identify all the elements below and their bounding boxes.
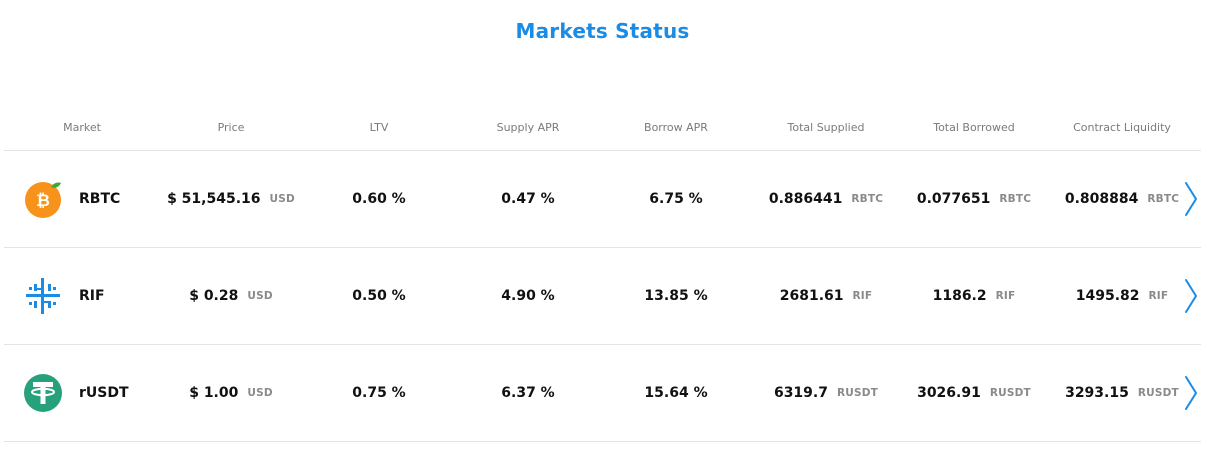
chevron-right-icon[interactable] bbox=[1183, 181, 1199, 217]
liquidity-value: 3293.15 bbox=[1065, 385, 1129, 401]
total-supplied-value: 0.886441 bbox=[768, 191, 843, 207]
total-borrowed-unit: RBTC bbox=[999, 193, 1032, 205]
market-cell: rUSDT bbox=[4, 345, 154, 441]
market-name: RBTC bbox=[79, 191, 121, 207]
ltv-value: 0.50 % bbox=[352, 288, 406, 304]
price-value: $ 1.00 bbox=[189, 385, 239, 401]
market-name: RIF bbox=[79, 288, 105, 304]
total-borrowed-value: 1186.2 bbox=[932, 288, 987, 304]
rif-icon bbox=[26, 278, 60, 314]
price-value: $ 51,545.16 bbox=[167, 191, 261, 207]
liquidity-cell: 3293.15 RUSDT bbox=[1046, 345, 1198, 441]
total-borrowed-cell: 0.077651 RBTC bbox=[900, 151, 1048, 247]
column-header-price: Price bbox=[217, 120, 245, 134]
price-value: $ 0.28 bbox=[189, 288, 239, 304]
liquidity-value: 0.808884 bbox=[1064, 191, 1139, 207]
total-borrowed-cell: 1186.2 RIF bbox=[900, 248, 1048, 344]
tether-icon bbox=[24, 374, 62, 412]
total-supplied-value: 2681.61 bbox=[779, 288, 844, 304]
table-header: Market Price LTV Supply APR Borrow APR T… bbox=[4, 104, 1201, 151]
borrow-apr-value: 13.85 % bbox=[644, 288, 708, 304]
liquidity-cell: 0.808884 RBTC bbox=[1046, 151, 1198, 247]
total-supplied-unit: RBTC bbox=[851, 193, 884, 205]
market-name: rUSDT bbox=[79, 385, 129, 401]
liquidity-value: 1495.82 bbox=[1075, 288, 1140, 304]
supply-apr-value: 6.37 % bbox=[501, 385, 555, 401]
total-borrowed-value: 0.077651 bbox=[916, 191, 991, 207]
supply-apr-value: 4.90 % bbox=[501, 288, 555, 304]
total-borrowed-unit: RUSDT bbox=[989, 387, 1031, 399]
liquidity-unit: RIF bbox=[1148, 290, 1169, 302]
column-header-supply-apr: Supply APR bbox=[496, 120, 560, 134]
total-supplied-cell: 2681.61 RIF bbox=[752, 248, 900, 344]
column-header-market: Market bbox=[63, 120, 101, 134]
total-borrowed-value: 3026.91 bbox=[917, 385, 981, 401]
borrow-apr-value: 6.75 % bbox=[649, 191, 703, 207]
ltv-value: 0.60 % bbox=[352, 191, 406, 207]
borrow-apr-value: 15.64 % bbox=[644, 385, 708, 401]
market-cell: ₿ RBTC bbox=[4, 151, 154, 247]
ltv-value: 0.75 % bbox=[352, 385, 406, 401]
column-header-contract-liquidity: Contract Liquidity bbox=[1073, 120, 1171, 134]
price-cell: $ 1.00 USD bbox=[156, 345, 306, 441]
price-unit: USD bbox=[269, 193, 295, 205]
supply-apr-value: 0.47 % bbox=[501, 191, 555, 207]
chevron-right-icon[interactable] bbox=[1183, 278, 1199, 314]
column-header-total-supplied: Total Supplied bbox=[787, 120, 865, 134]
total-supplied-cell: 0.886441 RBTC bbox=[752, 151, 900, 247]
price-cell: $ 51,545.16 USD bbox=[156, 151, 306, 247]
page-title: Markets Status bbox=[515, 19, 690, 43]
total-borrowed-unit: RIF bbox=[995, 290, 1016, 302]
svg-text:₿: ₿ bbox=[36, 191, 50, 211]
liquidity-unit: RBTC bbox=[1147, 193, 1180, 205]
table-row[interactable]: RIF $ 0.28 USD 0.50 % 4.90 % 13.85 % 268… bbox=[4, 248, 1201, 345]
column-header-ltv: LTV bbox=[369, 120, 389, 134]
total-supplied-unit: RIF bbox=[852, 290, 873, 302]
price-unit: USD bbox=[247, 290, 273, 302]
chevron-right-icon[interactable] bbox=[1183, 375, 1199, 411]
rbtc-icon: ₿ bbox=[25, 182, 61, 218]
market-cell: RIF bbox=[4, 248, 154, 344]
total-borrowed-cell: 3026.91 RUSDT bbox=[900, 345, 1048, 441]
column-header-borrow-apr: Borrow APR bbox=[644, 120, 708, 134]
table-row[interactable]: rUSDT $ 1.00 USD 0.75 % 6.37 % 15.64 % 6… bbox=[4, 345, 1201, 442]
price-unit: USD bbox=[247, 387, 273, 399]
liquidity-cell: 1495.82 RIF bbox=[1046, 248, 1198, 344]
total-supplied-unit: RUSDT bbox=[836, 387, 879, 399]
total-supplied-cell: 6319.7 RUSDT bbox=[752, 345, 900, 441]
total-supplied-value: 6319.7 bbox=[773, 385, 828, 401]
column-header-total-borrowed: Total Borrowed bbox=[933, 120, 1015, 134]
table-row[interactable]: ₿ RBTC $ 51,545.16 USD 0.60 % 0.47 % 6.7… bbox=[4, 151, 1201, 248]
price-cell: $ 0.28 USD bbox=[156, 248, 306, 344]
markets-table: Market Price LTV Supply APR Borrow APR T… bbox=[4, 104, 1201, 442]
liquidity-unit: RUSDT bbox=[1137, 387, 1179, 399]
